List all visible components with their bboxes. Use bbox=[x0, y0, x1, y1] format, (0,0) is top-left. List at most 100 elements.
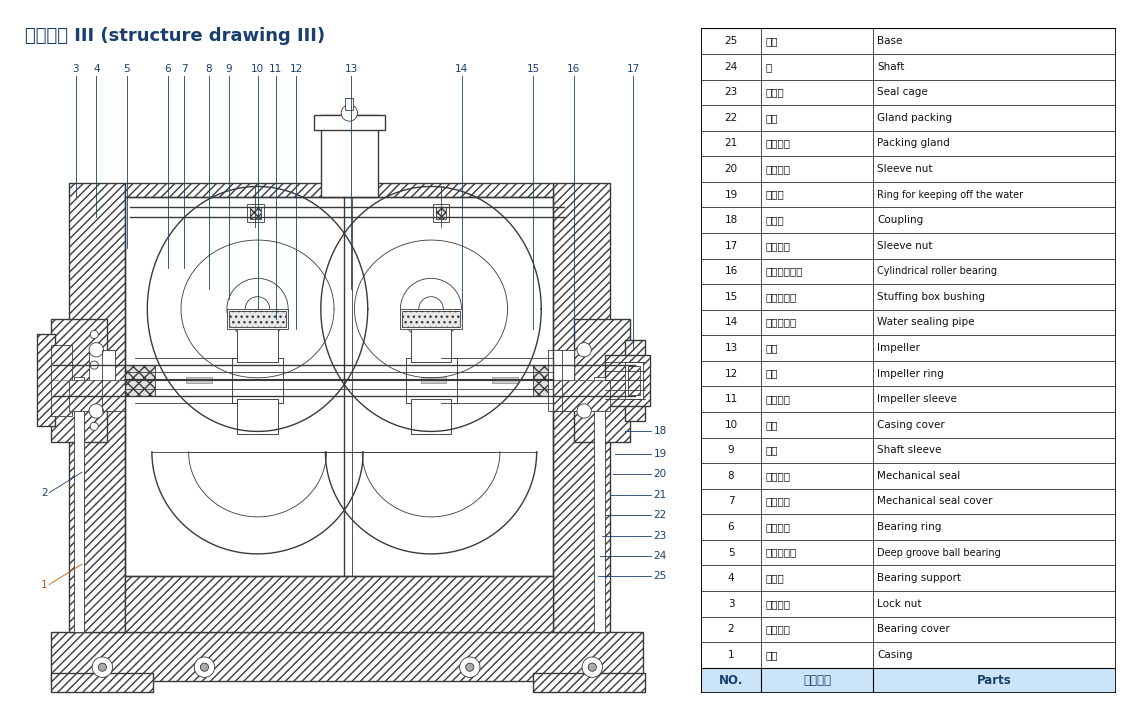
Text: 8: 8 bbox=[728, 471, 735, 481]
Text: 11: 11 bbox=[269, 64, 283, 74]
Bar bbox=[701, 259, 1116, 284]
Bar bbox=[604, 355, 650, 406]
Bar bbox=[52, 319, 107, 442]
Text: Bearing cover: Bearing cover bbox=[877, 624, 950, 634]
Bar bbox=[52, 319, 107, 442]
Text: 锁紧螺母: 锁紧螺母 bbox=[765, 599, 790, 609]
Text: 17: 17 bbox=[725, 241, 738, 251]
Text: 底座: 底座 bbox=[765, 36, 778, 46]
Circle shape bbox=[90, 422, 98, 430]
Bar bbox=[406, 358, 456, 403]
Bar bbox=[229, 311, 286, 327]
Text: 2: 2 bbox=[42, 488, 47, 498]
Bar bbox=[125, 365, 156, 396]
Bar bbox=[237, 326, 278, 362]
Text: 1: 1 bbox=[728, 650, 735, 660]
Text: 24: 24 bbox=[654, 551, 667, 561]
Text: 12: 12 bbox=[725, 368, 738, 379]
Bar bbox=[237, 326, 278, 362]
Bar bbox=[410, 326, 452, 362]
Text: Packing gland: Packing gland bbox=[877, 139, 950, 149]
Text: 轴套: 轴套 bbox=[765, 445, 778, 455]
Text: 10: 10 bbox=[725, 419, 738, 429]
Text: 3: 3 bbox=[728, 599, 735, 609]
Text: 填料: 填料 bbox=[765, 113, 778, 123]
Text: 22: 22 bbox=[654, 510, 667, 520]
Bar bbox=[701, 412, 1116, 437]
Text: Base: Base bbox=[877, 36, 903, 46]
Circle shape bbox=[227, 278, 289, 340]
Bar bbox=[410, 326, 452, 362]
Text: 3: 3 bbox=[72, 64, 79, 74]
Bar bbox=[553, 183, 610, 633]
Text: 13: 13 bbox=[345, 64, 358, 74]
Bar bbox=[549, 350, 574, 411]
Bar bbox=[89, 350, 115, 411]
Text: Gland packing: Gland packing bbox=[877, 113, 952, 123]
Text: 轴承压盖: 轴承压盖 bbox=[765, 624, 790, 634]
Bar bbox=[701, 514, 1116, 540]
Text: Bearing support: Bearing support bbox=[877, 573, 961, 583]
Bar bbox=[52, 673, 153, 692]
Bar bbox=[701, 208, 1116, 233]
Text: 20: 20 bbox=[725, 164, 738, 174]
Bar bbox=[237, 326, 278, 362]
Text: 19: 19 bbox=[725, 190, 738, 200]
Text: Sleeve nut: Sleeve nut bbox=[877, 164, 933, 174]
Bar bbox=[625, 362, 644, 399]
Text: Water sealing pipe: Water sealing pipe bbox=[877, 318, 975, 328]
Text: 5: 5 bbox=[728, 547, 735, 557]
Bar bbox=[492, 378, 517, 383]
Bar bbox=[52, 673, 153, 692]
Circle shape bbox=[577, 343, 592, 357]
Text: 15: 15 bbox=[725, 292, 738, 302]
Text: 机械密封: 机械密封 bbox=[765, 471, 790, 481]
Text: 20: 20 bbox=[654, 469, 667, 479]
Bar bbox=[406, 358, 456, 403]
Bar bbox=[594, 378, 604, 633]
Text: Bearing ring: Bearing ring bbox=[877, 522, 942, 532]
Bar bbox=[232, 358, 283, 403]
Bar bbox=[402, 311, 460, 327]
Text: 口环: 口环 bbox=[765, 368, 778, 379]
Bar bbox=[701, 284, 1116, 310]
Bar bbox=[402, 311, 460, 327]
Text: 23: 23 bbox=[654, 530, 667, 540]
Circle shape bbox=[89, 343, 104, 357]
Text: 圆柱滚子轴承: 圆柱滚子轴承 bbox=[765, 267, 802, 277]
Bar bbox=[237, 399, 278, 434]
Text: 18: 18 bbox=[725, 215, 738, 225]
Text: 零件名称: 零件名称 bbox=[804, 674, 831, 687]
Text: 23: 23 bbox=[725, 87, 738, 97]
Text: 6: 6 bbox=[165, 64, 171, 74]
Bar bbox=[125, 577, 553, 633]
Text: 5: 5 bbox=[124, 64, 131, 74]
Text: 4: 4 bbox=[92, 64, 99, 74]
Bar bbox=[533, 365, 564, 396]
Bar bbox=[701, 105, 1116, 131]
Text: Impeller sleeve: Impeller sleeve bbox=[877, 394, 957, 404]
Circle shape bbox=[400, 278, 462, 340]
Circle shape bbox=[92, 657, 113, 678]
Text: Stuffing box bushing: Stuffing box bushing bbox=[877, 292, 985, 302]
Circle shape bbox=[460, 657, 480, 678]
Text: 机封压盖: 机封压盖 bbox=[765, 496, 790, 506]
Bar bbox=[701, 310, 1116, 336]
Bar bbox=[436, 207, 446, 219]
Text: Mechanical seal cover: Mechanical seal cover bbox=[877, 496, 993, 506]
Text: Parts: Parts bbox=[977, 674, 1012, 687]
Bar bbox=[604, 355, 650, 406]
Bar bbox=[125, 183, 553, 197]
Text: 结构形式 III (structure drawing III): 结构形式 III (structure drawing III) bbox=[25, 27, 325, 45]
Text: 轴套螺母: 轴套螺母 bbox=[765, 241, 790, 251]
Text: Shaft sleeve: Shaft sleeve bbox=[877, 445, 942, 455]
Bar bbox=[247, 204, 264, 222]
Bar bbox=[628, 366, 640, 395]
Bar bbox=[250, 207, 260, 219]
Bar bbox=[410, 399, 452, 434]
Text: 8: 8 bbox=[205, 64, 212, 74]
Bar bbox=[125, 577, 553, 633]
Bar bbox=[125, 365, 156, 396]
Bar bbox=[701, 28, 1116, 54]
Text: 7: 7 bbox=[180, 64, 187, 74]
